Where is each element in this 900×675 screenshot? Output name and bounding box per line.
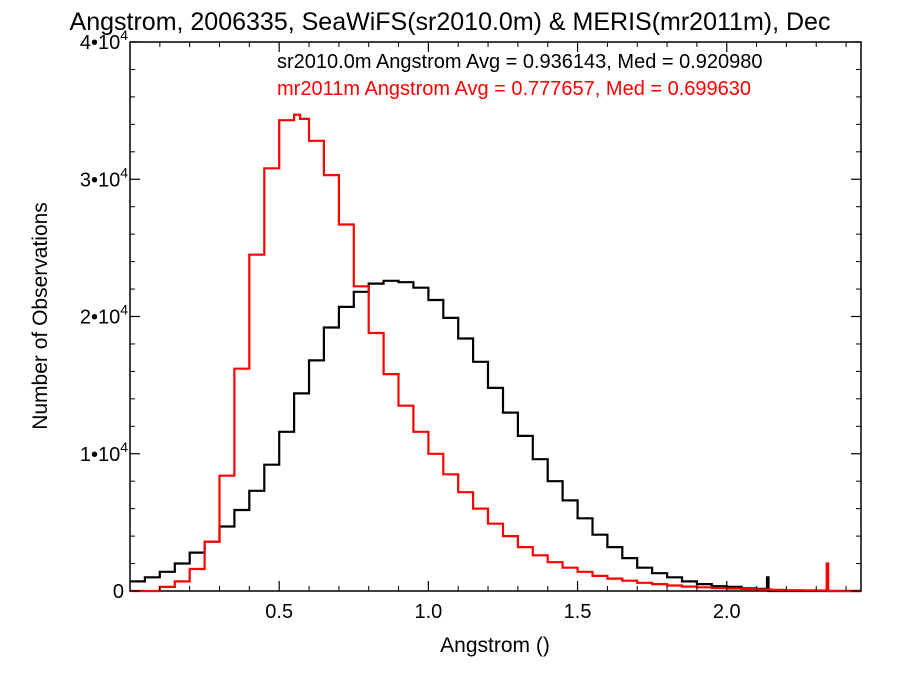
y-axis-label: Number of Observations [29, 202, 52, 430]
y-tick-label: 4•104 [80, 27, 128, 54]
series-line-0 [130, 279, 861, 593]
x-tick-label: 1.5 [564, 601, 592, 623]
x-axis-label: Angstrom () [440, 634, 550, 657]
chart-title: Angstrom, 2006335, SeaWiFS(sr2010.0m) & … [70, 8, 831, 36]
series-layer [130, 113, 861, 593]
y-tick-label: 1•104 [80, 439, 128, 466]
y-tick-label: 3•104 [80, 164, 128, 191]
x-tick-label: 0.5 [265, 601, 293, 623]
plot-frame [129, 41, 862, 592]
y-tick-label: 0 [113, 581, 124, 603]
ticks-layer: 0.5 1.0 1.5 2.0 0 1•104 2•104 3•104 4•104 [80, 27, 861, 623]
x-tick-label: 2.0 [713, 601, 741, 623]
legend-entry-sr2010: sr2010.0m Angstrom Avg = 0.936143, Med =… [277, 51, 763, 73]
legend-entry-mr2011: mr2011m Angstrom Avg = 0.777657, Med = 0… [277, 78, 751, 100]
x-tick-label: 1.0 [414, 601, 442, 623]
series-line-1 [130, 113, 861, 593]
y-tick-label: 2•104 [80, 302, 128, 329]
